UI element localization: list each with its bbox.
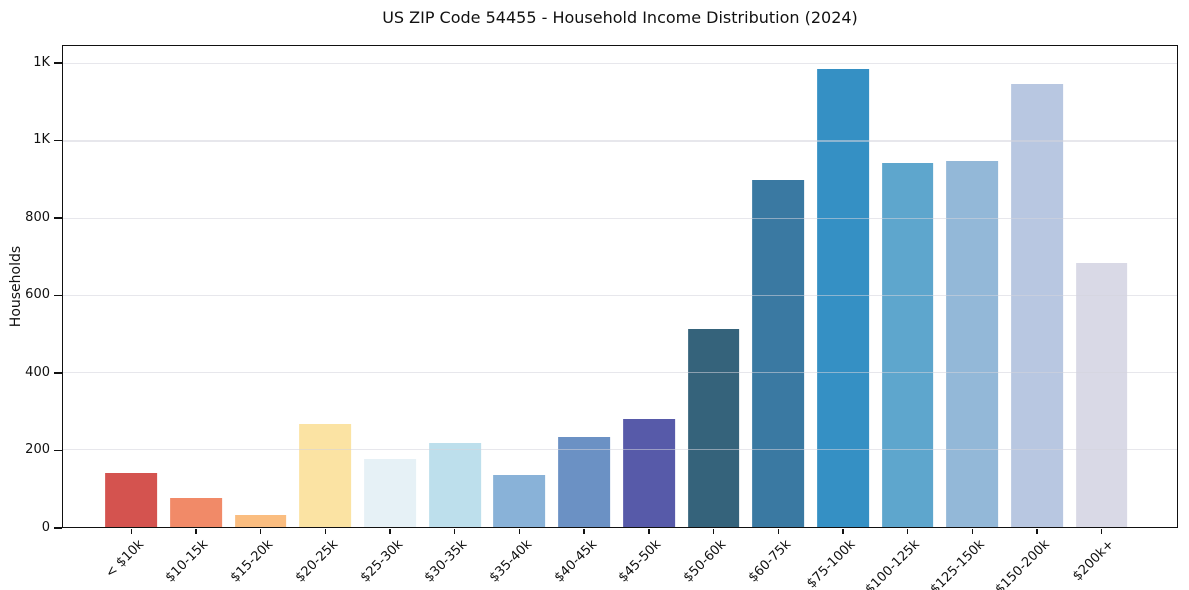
bar-slot: $15-20k xyxy=(228,46,293,585)
y-tick-mark xyxy=(54,217,62,219)
bar-slot: $25-30k xyxy=(357,46,423,585)
x-tick-label: $25-30k xyxy=(357,537,406,586)
x-tick-mark xyxy=(712,528,715,534)
x-tick-label: $30-35k xyxy=(421,537,471,586)
y-tick-label: 600 xyxy=(25,287,50,303)
bar-slot: $60-75k xyxy=(745,46,811,585)
x-tick-mark xyxy=(842,528,844,534)
y-tick-mark xyxy=(54,62,62,64)
x-tick-mark xyxy=(906,528,909,534)
bar xyxy=(687,329,740,527)
y-tick-label: 200 xyxy=(25,442,50,458)
x-tick-label: $35-40k xyxy=(486,537,536,586)
y-tick-label: 1K xyxy=(33,54,50,70)
x-tick-label: $15-20k xyxy=(227,537,277,586)
bar xyxy=(946,161,999,527)
x-tick-mark xyxy=(583,528,585,534)
bar-slot: $125-150k xyxy=(928,46,1005,590)
bar xyxy=(428,443,481,527)
x-tick-mark xyxy=(389,528,391,534)
x-tick-label: $10-15k xyxy=(163,537,212,586)
bar xyxy=(622,418,675,527)
x-tick-mark xyxy=(1036,528,1038,534)
x-tick-label: $125-150k xyxy=(927,537,988,590)
x-tick-label: $50-60k xyxy=(680,537,730,586)
y-tick-mark xyxy=(54,449,62,452)
x-tick-mark xyxy=(1100,528,1103,534)
x-tick-label: $40-45k xyxy=(551,537,600,586)
bar xyxy=(817,69,869,527)
y-tick-label: 400 xyxy=(25,364,50,380)
bar-slot: $20-25k xyxy=(293,46,358,585)
x-tick-label: $150-200k xyxy=(992,537,1053,590)
y-tick-mark xyxy=(54,294,62,297)
bars-container: < $10k $10-15k $15-20k $20-25k $25-30k $30-35… xyxy=(99,46,1134,590)
bar xyxy=(558,437,611,527)
x-tick-mark xyxy=(195,528,197,534)
bar xyxy=(493,474,546,527)
x-tick-label: $60-75k xyxy=(745,537,794,586)
bar-slot: $200k+ xyxy=(1069,46,1134,584)
plot-area: < $10k $10-15k $15-20k $20-25k $25-30k $30-35… xyxy=(62,45,1178,590)
y-tick-label: 800 xyxy=(25,209,50,225)
x-tick-mark xyxy=(971,528,973,534)
bar-slot: $10-15k xyxy=(163,46,229,585)
x-tick-label: < $10k xyxy=(102,537,147,582)
y-tick-mark xyxy=(54,139,62,142)
x-tick-label: $100-125k xyxy=(863,537,924,590)
x-tick-label: $45-50k xyxy=(615,537,665,586)
x-tick-mark xyxy=(454,528,456,534)
bar xyxy=(234,515,287,527)
x-tick-mark xyxy=(518,528,521,534)
bar-slot: $30-35k xyxy=(422,46,487,585)
x-tick-label: $20-25k xyxy=(292,537,342,586)
x-tick-mark xyxy=(324,528,327,534)
bar xyxy=(1075,262,1128,527)
bar-slot: $45-50k xyxy=(616,46,682,585)
bar-slot: $40-45k xyxy=(551,46,617,585)
bar xyxy=(364,459,416,527)
bar-slot: $75-100k xyxy=(804,46,876,590)
y-tick-mark xyxy=(54,527,62,529)
bar xyxy=(1011,84,1063,527)
bar-slot: $150-200k xyxy=(992,46,1070,590)
y-tick-label: 0 xyxy=(41,520,50,535)
bar-slot: < $10k xyxy=(99,46,164,581)
bar-slot: $100-125k xyxy=(863,46,940,590)
y-tick-label: 1K xyxy=(33,132,50,148)
bar xyxy=(881,162,934,527)
bar-slot: $35-40k xyxy=(487,46,552,585)
bar xyxy=(299,424,352,527)
x-tick-label: $200k+ xyxy=(1070,537,1118,585)
x-tick-label: $75-100k xyxy=(804,537,859,590)
chart-title: US ZIP Code 54455 - Household Income Dis… xyxy=(382,8,858,27)
bar xyxy=(752,180,805,527)
x-tick-mark xyxy=(777,528,779,534)
bar xyxy=(170,497,222,527)
y-tick-mark xyxy=(54,372,62,374)
bar xyxy=(105,473,158,527)
x-tick-mark xyxy=(130,528,133,534)
bar-slot: $50-60k xyxy=(681,46,746,585)
x-tick-mark xyxy=(260,528,262,534)
x-tick-mark xyxy=(648,528,650,534)
